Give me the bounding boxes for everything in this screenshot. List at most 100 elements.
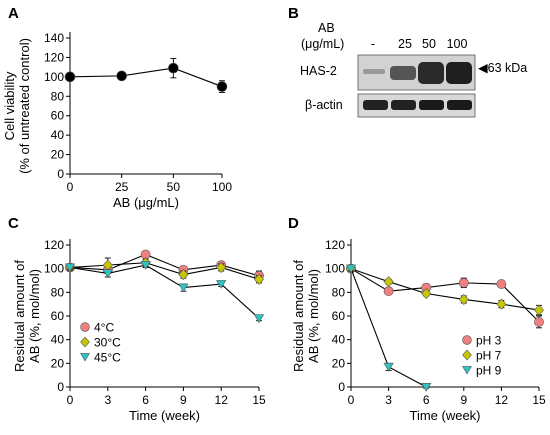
x-tick-label: 12 [215,393,229,407]
blot-lane-label: - [371,37,375,51]
chart-d: 0 20 40 60 80 100 120 0 3 6 9 12 15 Time (week) Residu… [291,238,546,423]
panel-letter-c: C [8,215,19,232]
y-tick-label: 80 [51,89,65,103]
y-tick-label: 60 [332,309,346,323]
y-tick-label: 0 [338,380,345,394]
y-axis-label: Cell viability [2,71,17,140]
blot-band [363,100,388,110]
x-tick-label: 100 [212,180,232,194]
data-point [345,264,357,274]
data-point [458,277,469,288]
y-tick-label: 20 [51,148,65,162]
x-axis-label: Time (week) [409,408,480,423]
x-tick-label: 6 [142,393,149,407]
y-tick-label: 60 [51,309,65,323]
series-line [69,253,260,277]
y-axis-label: (% of untreated control) [17,38,32,174]
data-point [421,287,432,300]
y-tick-label: 120 [44,50,64,64]
data-point [496,298,507,310]
y-axis-label: Residual amount of [12,260,27,372]
legend: 4°C30°C45°C [80,321,121,365]
series-ph-9 [345,264,432,392]
blot-row-label-has2: HAS-2 [300,64,337,78]
panel-letter-a: A [8,5,19,22]
data-point [462,366,472,375]
y-tick-label: 0 [57,167,64,181]
legend-label: 45°C [94,351,121,365]
data-point [383,286,394,297]
x-tick-label: 3 [104,393,111,407]
data-point [462,335,472,345]
blot-band [446,62,472,84]
data-point [80,322,90,332]
y-tick-label: 100 [325,262,345,276]
blot-band [419,100,444,110]
chart-a: 0 20 40 60 80 100 120 140 0 25 50 100 AB (μg/mL) Cell… [2,31,232,210]
x-tick-label: 6 [423,393,430,407]
data-point [168,62,179,74]
y-tick-label: 80 [332,285,346,299]
blot-lane-label: 50 [422,37,436,51]
data-point [496,279,507,289]
data-point [534,317,544,327]
x-tick-label: 0 [67,180,74,194]
data-point [64,263,76,273]
legend-label: 4°C [94,321,114,335]
y-tick-label: 40 [51,128,65,142]
data-point [253,273,265,285]
data-point [253,314,265,324]
data-point [462,349,472,361]
y-axis-label: Residual amount of [291,260,306,372]
legend-label: 30°C [94,336,121,350]
y-tick-label: 0 [57,380,64,394]
data-point [80,353,90,362]
y-tick-label: 120 [325,238,345,252]
series-ph-7 [345,263,545,316]
x-tick-label: 3 [385,393,392,407]
data-point [80,336,90,348]
legend: pH 3pH 7pH 9 [462,334,502,378]
series-line [350,268,540,323]
x-tick-label: 0 [67,393,74,407]
data-point [102,269,113,279]
series-line [69,67,223,88]
series-45-c [64,261,265,324]
y-tick-label: 120 [44,238,64,252]
series-line [69,264,260,319]
legend-label: pH 9 [476,364,502,378]
x-tick-label: 12 [495,393,509,407]
data-point [458,293,469,305]
western-blot: AB (μg/mL) - 25 50 100 HAS-2 β-actin ◀63… [300,21,527,118]
blot-row-label-actin: β-actin [305,98,343,112]
data-point [178,269,189,281]
blot-marker-label: ◀63 kDa [478,61,527,75]
blot-band [390,66,416,80]
y-tick-label: 100 [44,70,64,84]
data-point [383,362,394,372]
blot-band [418,62,444,84]
data-point [216,261,227,274]
series-line [69,262,260,280]
x-axis-label: Time (week) [129,408,200,423]
y-tick-label: 40 [332,333,346,347]
x-tick-label: 50 [167,180,181,194]
data-point [178,283,189,293]
data-point [383,276,394,288]
y-tick-label: 80 [51,285,65,299]
x-tick-label: 25 [115,180,129,194]
data-point [140,261,151,270]
y-axis-label: AB (%, mol/mol) [27,269,42,363]
blot-band [447,100,472,110]
data-point [116,70,127,82]
data-point [216,81,228,92]
blot-lane-label: 25 [398,37,412,51]
blot-ab-header: AB [318,21,335,35]
series-line [350,268,540,311]
blot-unit-header: (μg/mL) [301,37,344,51]
y-tick-label: 40 [51,333,65,347]
x-tick-label: 15 [532,393,546,407]
panel-letter-b: B [288,5,299,22]
x-tick-label: 9 [460,393,467,407]
